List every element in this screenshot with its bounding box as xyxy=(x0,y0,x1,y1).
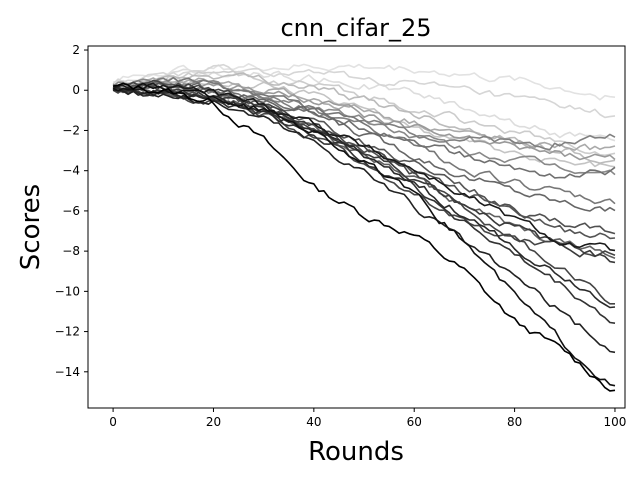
series-line-25 xyxy=(112,85,616,258)
x-tick-label-80: 80 xyxy=(507,415,522,429)
series-line-10 xyxy=(112,82,616,212)
y-tick-label--2: −2 xyxy=(62,123,80,137)
series-line-7 xyxy=(112,82,616,252)
y-tick-label--12: −12 xyxy=(55,325,80,339)
series-line-19 xyxy=(112,63,616,119)
y-tick-label--14: −14 xyxy=(55,365,80,379)
y-axis-label: Scores xyxy=(16,184,46,270)
series-line-4 xyxy=(113,86,616,324)
series-line-1 xyxy=(112,82,616,392)
x-tick-label-20: 20 xyxy=(206,415,221,429)
plot-frame xyxy=(87,45,626,409)
x-tick-label-40: 40 xyxy=(306,415,321,429)
y-tick-label--8: −8 xyxy=(62,244,80,258)
y-tick-label--10: −10 xyxy=(55,284,80,298)
series-layer xyxy=(112,63,616,392)
y-axis: 2 0 −2 −4 −6 −8 −10 −12 −14 xyxy=(55,43,88,379)
x-axis-label: Rounds xyxy=(308,437,404,467)
y-tick-label-2: 2 xyxy=(72,43,80,57)
series-line-21 xyxy=(112,68,616,142)
series-line-16 xyxy=(112,77,616,151)
series-line-2 xyxy=(112,82,616,387)
series-line-3 xyxy=(113,89,616,354)
chart-title: cnn_cifar_25 xyxy=(280,14,431,42)
x-tick-label-60: 60 xyxy=(407,415,422,429)
series-line-17 xyxy=(112,72,616,164)
series-line-11 xyxy=(112,76,616,205)
series-line-9 xyxy=(112,82,616,240)
y-tick-label--6: −6 xyxy=(62,204,80,218)
y-tick-label-0: 0 xyxy=(72,83,80,97)
x-axis: 0 20 40 60 80 100 xyxy=(109,408,626,429)
y-tick-label--4: −4 xyxy=(62,164,80,178)
series-line-8 xyxy=(112,87,616,264)
x-tick-label-100: 100 xyxy=(604,415,627,429)
x-tick-label-0: 0 xyxy=(109,415,117,429)
series-line-5 xyxy=(112,86,616,309)
